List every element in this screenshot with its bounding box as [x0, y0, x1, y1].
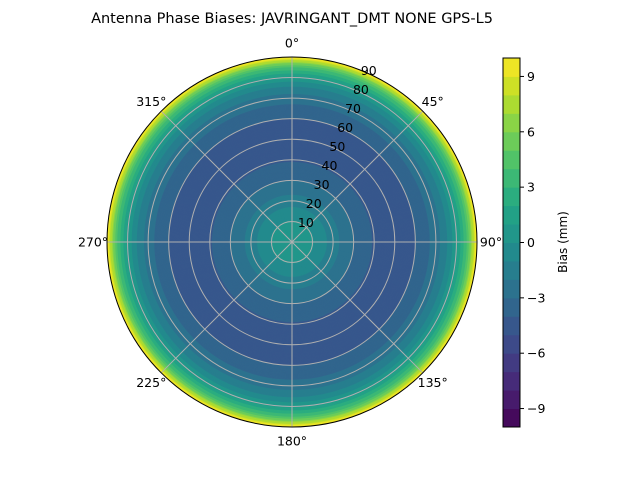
- colorbar-level: [503, 371, 520, 391]
- theta-tick-label: 270°: [78, 235, 108, 250]
- angular-gridline: [160, 241, 293, 374]
- theta-tick-label: 225°: [136, 375, 166, 390]
- colorbar-level: [503, 187, 520, 207]
- colorbar-level: [503, 94, 520, 114]
- theta-tick-labels: 0° 45° 90° 135° 180° 225° 270° 315°: [78, 36, 502, 449]
- angular-gridline: [160, 110, 293, 243]
- colorbar-level: [503, 297, 520, 317]
- radial-tick-label: 30: [314, 177, 330, 192]
- angular-gridline: [291, 110, 424, 243]
- colorbar: −9 −6 −3 0 3 6 9: [502, 57, 545, 428]
- radial-tick-label: 70: [345, 101, 361, 116]
- colorbar-level: [503, 131, 520, 151]
- colorbar-level: [503, 150, 520, 170]
- radial-tick-label: 90: [361, 63, 377, 78]
- colorbar-level: [503, 224, 520, 243]
- colorbar-tick-label: −6: [527, 346, 545, 361]
- theta-tick-label: 45°: [422, 94, 444, 109]
- colorbar-level: [503, 58, 520, 77]
- angular-gridline: [291, 241, 424, 374]
- colorbar-level: [503, 353, 520, 373]
- radial-tick-label: 20: [306, 196, 322, 211]
- polar-grid: [106, 56, 478, 428]
- colorbar-tick-label: 3: [527, 180, 535, 195]
- radial-tick-label: 40: [322, 158, 338, 173]
- colorbar-level: [503, 76, 520, 96]
- colorbar-level: [503, 316, 520, 336]
- colorbar-level: [503, 205, 520, 225]
- colorbar-tick-label: −9: [527, 401, 545, 416]
- chart-title: Antenna Phase Biases: JAVRINGANT_DMT NON…: [91, 11, 493, 27]
- radial-tick-label: 60: [337, 120, 353, 135]
- radial-tick-label: 80: [353, 82, 369, 97]
- colorbar-label: Bias (mm): [556, 211, 570, 273]
- colorbar-tick-label: 0: [527, 235, 535, 250]
- radial-tick-label: 50: [329, 139, 345, 154]
- theta-tick-label: 315°: [136, 94, 166, 109]
- colorbar-tick-label: 6: [527, 124, 535, 139]
- polar-frame: [106, 56, 478, 428]
- colorbar-level: [503, 334, 520, 354]
- colorbar-level: [503, 113, 520, 133]
- theta-tick-label: 0°: [285, 36, 299, 51]
- colorbar-level: [503, 390, 520, 410]
- theta-tick-label: 180°: [277, 434, 307, 449]
- colorbar-tick-label: −3: [527, 290, 545, 305]
- colorbar-level: [503, 242, 520, 262]
- colorbar-tick-label: 9: [527, 69, 535, 84]
- colorbar-level: [503, 408, 520, 428]
- colorbar-level: [503, 260, 520, 280]
- colorbar-level: [503, 168, 520, 188]
- radial-tick-label: 10: [298, 215, 314, 230]
- theta-tick-label: 90°: [480, 235, 502, 250]
- theta-tick-label: 135°: [418, 375, 448, 390]
- radial-tick-labels: 10 20 30 40 50 60 70 80 90: [298, 63, 377, 230]
- colorbar-level: [503, 279, 520, 299]
